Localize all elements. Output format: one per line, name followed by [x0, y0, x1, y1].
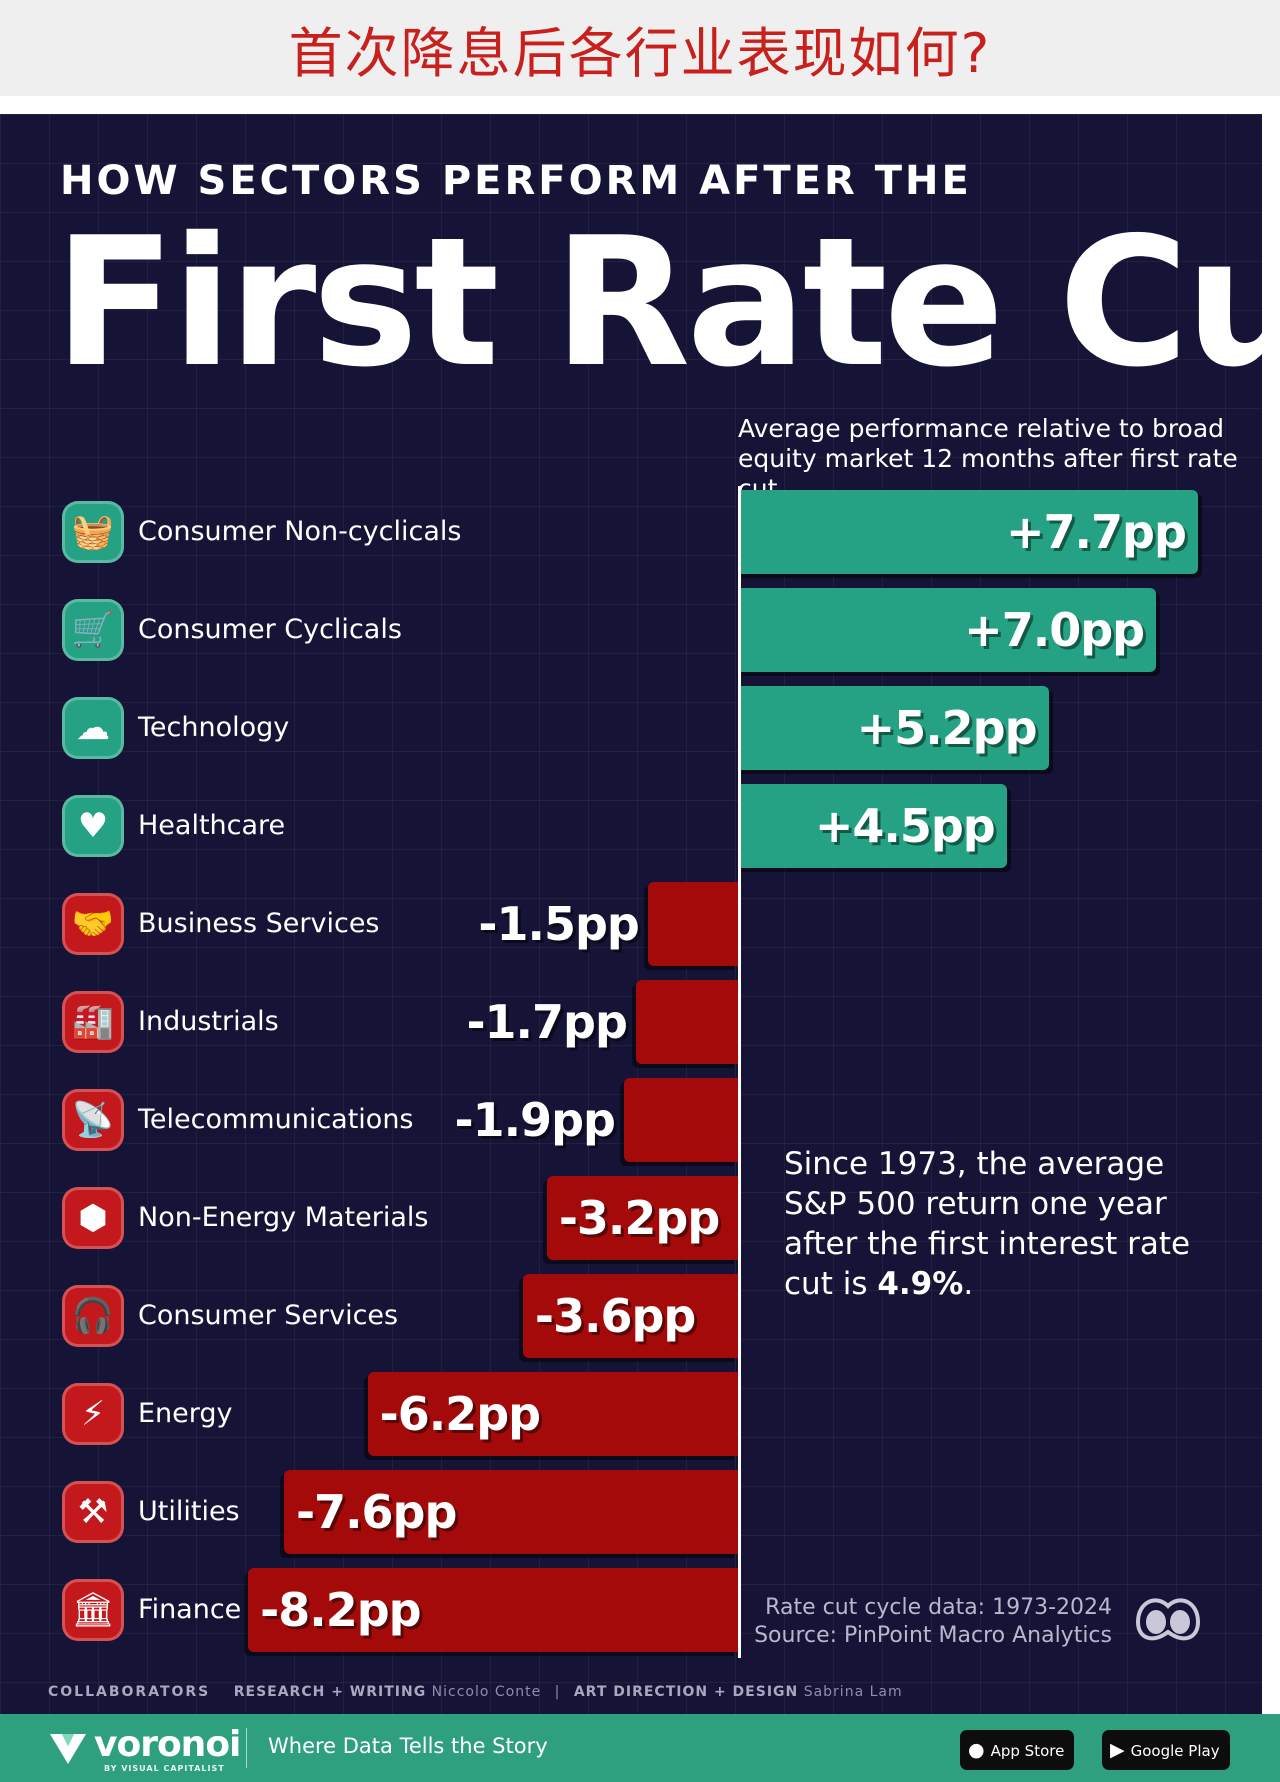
footer-divider	[246, 1728, 247, 1768]
bar-consumer-non-cyclicals	[738, 490, 1198, 574]
bar-industrials	[636, 980, 738, 1064]
google-play-badge[interactable]: ▶ Google Play	[1102, 1730, 1230, 1770]
bar-energy	[367, 1372, 738, 1456]
wrench-hammer-icon: ⚒	[62, 1481, 124, 1543]
value-label: +5.2pp	[856, 701, 1038, 755]
bar-business-services	[648, 882, 738, 966]
basket-icon: 🧺	[62, 501, 124, 563]
category-label: Technology	[138, 712, 290, 743]
value-label: +4.5pp	[814, 799, 996, 853]
research-role: RESEARCH + WRITING	[233, 1684, 427, 1700]
credits-lead: COLLABORATORS	[48, 1684, 211, 1700]
value-label: +7.7pp	[1006, 505, 1187, 559]
research-name: Niccolo Conte	[431, 1684, 542, 1700]
value-label: -1.7pp	[466, 995, 627, 1049]
bank-icon: 🏛	[62, 1579, 124, 1641]
note-end: .	[963, 1266, 974, 1302]
value-label: -3.2pp	[558, 1191, 720, 1245]
bar-telecommunications	[624, 1078, 738, 1162]
category-label: Business Services	[138, 908, 380, 939]
category-label: Healthcare	[138, 810, 286, 841]
shopping-cart-icon: 🛒	[62, 599, 124, 661]
bar-healthcare	[738, 784, 1007, 868]
bar-consumer-cyclicals	[738, 588, 1157, 672]
value-label: -3.6pp	[534, 1289, 696, 1343]
app-store-label: App Store	[990, 1742, 1065, 1760]
bar-technology	[738, 686, 1049, 770]
category-label: Finance	[138, 1594, 242, 1625]
credits-line: COLLABORATORS RESEARCH + WRITING Niccolo…	[48, 1684, 903, 1700]
value-label: -8.2pp	[260, 1583, 421, 1637]
value-label: -1.9pp	[454, 1093, 615, 1147]
source-block: Rate cut cycle data: 1973-2024 Source: P…	[754, 1594, 1112, 1650]
source-line-1: Rate cut cycle data: 1973-2024	[765, 1595, 1112, 1620]
zero-axis-line	[738, 486, 741, 1658]
value-label: +7.0pp	[964, 603, 1145, 657]
value-label: -7.6pp	[295, 1485, 457, 1539]
apple-icon: ●	[968, 1739, 985, 1761]
visual-capitalist-logo-icon	[1135, 1598, 1201, 1641]
brand-subtitle: BY VISUAL CAPITALIST	[104, 1764, 225, 1773]
category-label: Non-Energy Materials	[138, 1202, 429, 1233]
chart-title: First Rate Cut	[54, 199, 1262, 406]
footer-bar: voronoi BY VISUAL CAPITALIST Where Data …	[0, 1714, 1280, 1782]
infographic-panel: HOW SECTORS PERFORM AFTER THE First Rate…	[0, 114, 1262, 1714]
bar-utilities	[283, 1470, 738, 1554]
factory-icon: 🏭	[62, 991, 124, 1053]
category-label: Industrials	[138, 1006, 279, 1037]
design-role: ART DIRECTION + DESIGN	[573, 1684, 799, 1700]
category-label: Energy	[138, 1398, 233, 1429]
heart-plus-icon: ♥	[62, 795, 124, 857]
category-label: Utilities	[138, 1496, 240, 1527]
lightning-icon: ⚡	[62, 1383, 124, 1445]
chart-kicker: HOW SECTORS PERFORM AFTER THE	[60, 158, 972, 204]
handshake-icon: 🤝	[62, 893, 124, 955]
note-text: Since 1973, the average S&P 500 return o…	[784, 1146, 1191, 1302]
category-label: Consumer Cyclicals	[138, 614, 402, 645]
bar-chart: 🧺 Consumer Non-cyclicals +7.7pp 🛒 Consumer C…	[0, 114, 1262, 1714]
cube-icon: ⬢	[62, 1187, 124, 1249]
sp500-note: Since 1973, the average S&P 500 return o…	[784, 1144, 1204, 1304]
bar-consumer-services	[522, 1274, 738, 1358]
cloud-network-icon: ☁	[62, 697, 124, 759]
app-store-badge[interactable]: ● App Store	[960, 1730, 1075, 1770]
category-label: Consumer Services	[138, 1300, 399, 1331]
tagline: Where Data Tells the Story	[268, 1734, 548, 1758]
bar-finance	[248, 1568, 738, 1652]
value-label: -6.2pp	[379, 1387, 541, 1441]
source-line-2: Source: PinPoint Macro Analytics	[754, 1623, 1112, 1648]
antenna-tower-icon: 📡	[62, 1089, 124, 1151]
voronoi-logo-icon	[50, 1734, 86, 1764]
headset-gear-icon: 🎧	[62, 1285, 124, 1347]
category-label: Consumer Non-cyclicals	[138, 516, 462, 547]
note-highlight: 4.9%	[877, 1266, 964, 1302]
bar-non-energy-materials	[546, 1176, 738, 1260]
value-label: -1.5pp	[478, 897, 639, 951]
category-label: Telecommunications	[138, 1104, 414, 1135]
brand-name: voronoi	[94, 1724, 241, 1765]
google-play-label: Google Play	[1130, 1742, 1220, 1760]
top-banner: 首次降息后各行业表现如何?	[0, 0, 1280, 96]
banner-text: 首次降息后各行业表现如何?	[288, 21, 992, 85]
google-play-icon: ▶	[1110, 1739, 1125, 1761]
design-name: Sabrina Lam	[803, 1684, 903, 1700]
